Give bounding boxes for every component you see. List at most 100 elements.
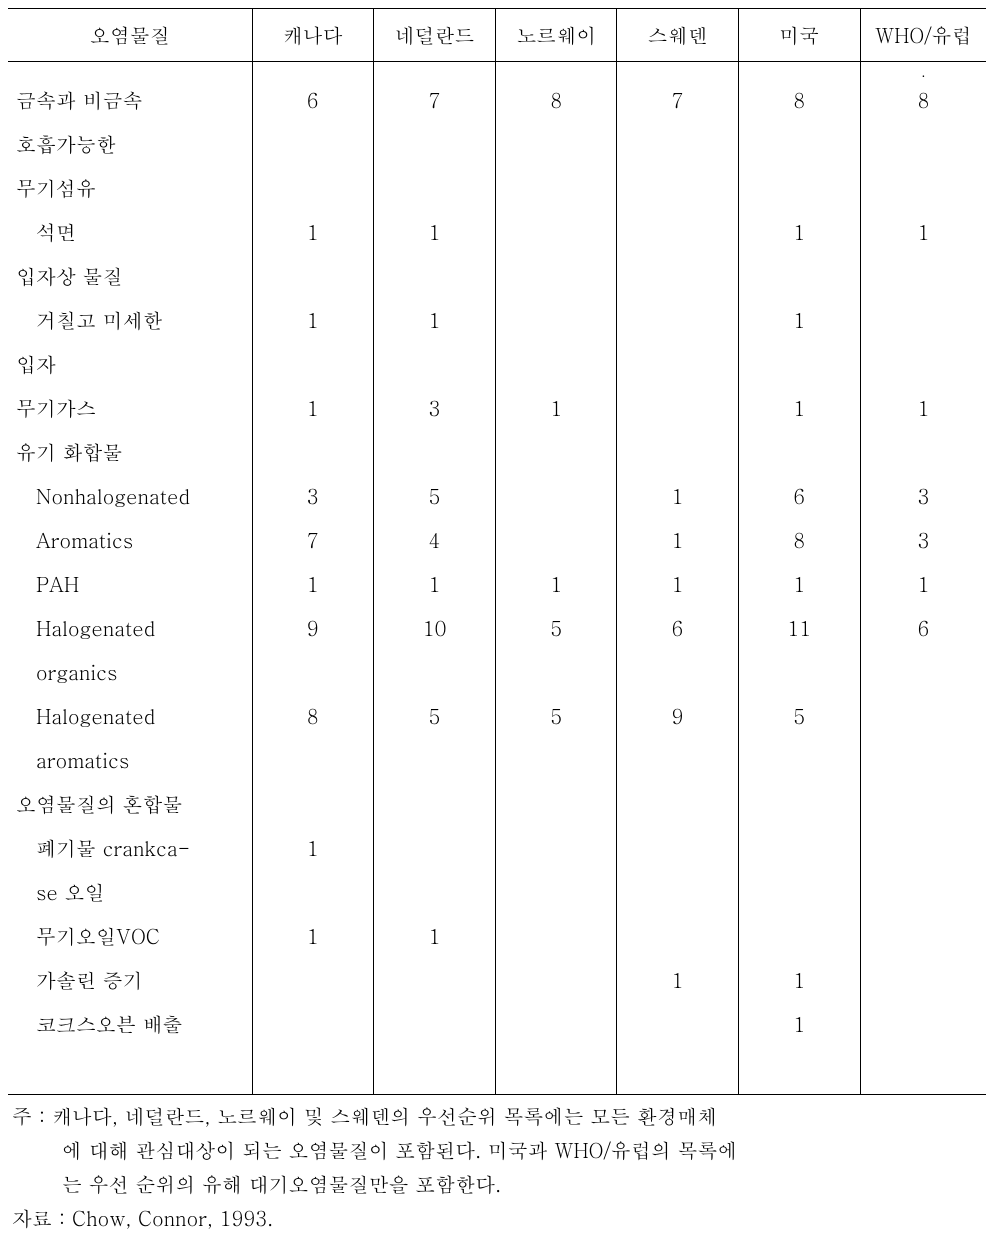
cell-value: 3: [860, 518, 986, 562]
cell-value: [617, 386, 738, 430]
cell-value: [738, 650, 860, 694]
cell-value: 8: [496, 78, 617, 122]
row-label: 입자: [8, 342, 252, 386]
cell-value: [738, 738, 860, 782]
cell-value: [496, 826, 617, 870]
cell-value: [738, 914, 860, 958]
cell-value: 1: [738, 958, 860, 1002]
row-label: 무기섬유: [8, 166, 252, 210]
cell-value: [496, 738, 617, 782]
cell-value: 1: [252, 562, 373, 606]
row-label: 코크스오븐 배출: [8, 1002, 252, 1046]
cell-value: 10: [373, 606, 495, 650]
cell-value: [860, 826, 986, 870]
pollutant-priority-table: 오염물질 캐나다 네덜란드 노르웨이 스웨덴 미국 WHO/유럽 .금속과 비금…: [8, 8, 986, 1095]
cell-value: 5: [373, 474, 495, 518]
cell-value: 1: [252, 210, 373, 254]
table-row: se 오일: [8, 870, 986, 914]
cell-value: 1: [252, 914, 373, 958]
cell-value: [496, 430, 617, 474]
cell-value: 1: [373, 298, 495, 342]
cell-value: 6: [860, 606, 986, 650]
cell-value: 8: [738, 78, 860, 122]
table-row: 오염물질의 혼합물: [8, 782, 986, 826]
row-label: organics: [8, 650, 252, 694]
row-label: PAH: [8, 562, 252, 606]
col-header-canada: 캐나다: [252, 9, 373, 62]
footnotes: 주 : 캐나다, 네덜란드, 노르웨이 및 스웨덴의 우선순위 목록에는 모든 …: [8, 1095, 990, 1235]
cell-value: [617, 650, 738, 694]
table-row: 거칠고 미세한111: [8, 298, 986, 342]
cell-value: [496, 1002, 617, 1046]
table-row: 코크스오븐 배출 1: [8, 1002, 986, 1046]
cell-value: [617, 1046, 738, 1095]
cell-value: 1: [252, 298, 373, 342]
cell-value: 3: [860, 474, 986, 518]
row-label: 무기오일VOC: [8, 914, 252, 958]
table-row: 금속과 비금속678788: [8, 78, 986, 122]
table-row: 석면1111: [8, 210, 986, 254]
table-row: aromatics: [8, 738, 986, 782]
table-row: 무기섬유: [8, 166, 986, 210]
cell-value: [373, 738, 495, 782]
table-row: Halogenated85595: [8, 694, 986, 738]
row-label: 금속과 비금속: [8, 78, 252, 122]
table-row: 무기가스13111: [8, 386, 986, 430]
cell-value: [373, 62, 495, 79]
row-label: [8, 1046, 252, 1095]
cell-value: [496, 122, 617, 166]
cell-value: 1: [373, 562, 495, 606]
table-row: 무기오일VOC11: [8, 914, 986, 958]
cell-value: 5: [373, 694, 495, 738]
cell-value: [373, 430, 495, 474]
cell-value: [496, 958, 617, 1002]
cell-value: [373, 1002, 495, 1046]
cell-value: [617, 738, 738, 782]
footnote-source: 자료 : Chow, Connor, 1993.: [12, 1201, 990, 1235]
cell-value: [617, 782, 738, 826]
cell-value: [373, 870, 495, 914]
cell-value: 5: [496, 694, 617, 738]
row-label: Nonhalogenated: [8, 474, 252, 518]
cell-value: 3: [373, 386, 495, 430]
cell-value: [252, 166, 373, 210]
table-row: Halogenated91056116: [8, 606, 986, 650]
cell-value: [738, 826, 860, 870]
cell-value: 1: [738, 298, 860, 342]
cell-value: [860, 430, 986, 474]
cell-value: 1: [738, 1002, 860, 1046]
cell-value: .: [860, 62, 986, 79]
cell-value: [252, 430, 373, 474]
footnote-line-1: 주 : 캐나다, 네덜란드, 노르웨이 및 스웨덴의 우선순위 목록에는 모든 …: [12, 1099, 990, 1133]
cell-value: 1: [738, 386, 860, 430]
table-row: 입자: [8, 342, 986, 386]
row-label: 유기 화합물: [8, 430, 252, 474]
cell-value: [617, 298, 738, 342]
table-row: Nonhalogenated35163: [8, 474, 986, 518]
cell-value: 5: [738, 694, 860, 738]
cell-value: [738, 122, 860, 166]
footnote-line-3: 는 우선 순위의 유해 대기오염물질만을 포함한다.: [12, 1167, 990, 1201]
cell-value: [738, 430, 860, 474]
cell-value: [373, 958, 495, 1002]
cell-value: [617, 166, 738, 210]
cell-value: [617, 826, 738, 870]
cell-value: [496, 342, 617, 386]
cell-value: 1: [373, 914, 495, 958]
cell-value: [496, 650, 617, 694]
cell-value: 6: [617, 606, 738, 650]
cell-value: [860, 958, 986, 1002]
cell-value: [252, 738, 373, 782]
cell-value: [860, 738, 986, 782]
cell-value: 1: [617, 958, 738, 1002]
cell-value: 9: [252, 606, 373, 650]
row-label: 가솔린 증기: [8, 958, 252, 1002]
table-body: .금속과 비금속678788호흡가능한무기섬유석면1111입자상 물질거칠고 미…: [8, 62, 986, 1095]
cell-value: 8: [252, 694, 373, 738]
cell-value: [617, 914, 738, 958]
cell-value: [860, 870, 986, 914]
cell-value: 3: [252, 474, 373, 518]
cell-value: 7: [373, 78, 495, 122]
col-header-norway: 노르웨이: [496, 9, 617, 62]
row-label: Halogenated: [8, 694, 252, 738]
